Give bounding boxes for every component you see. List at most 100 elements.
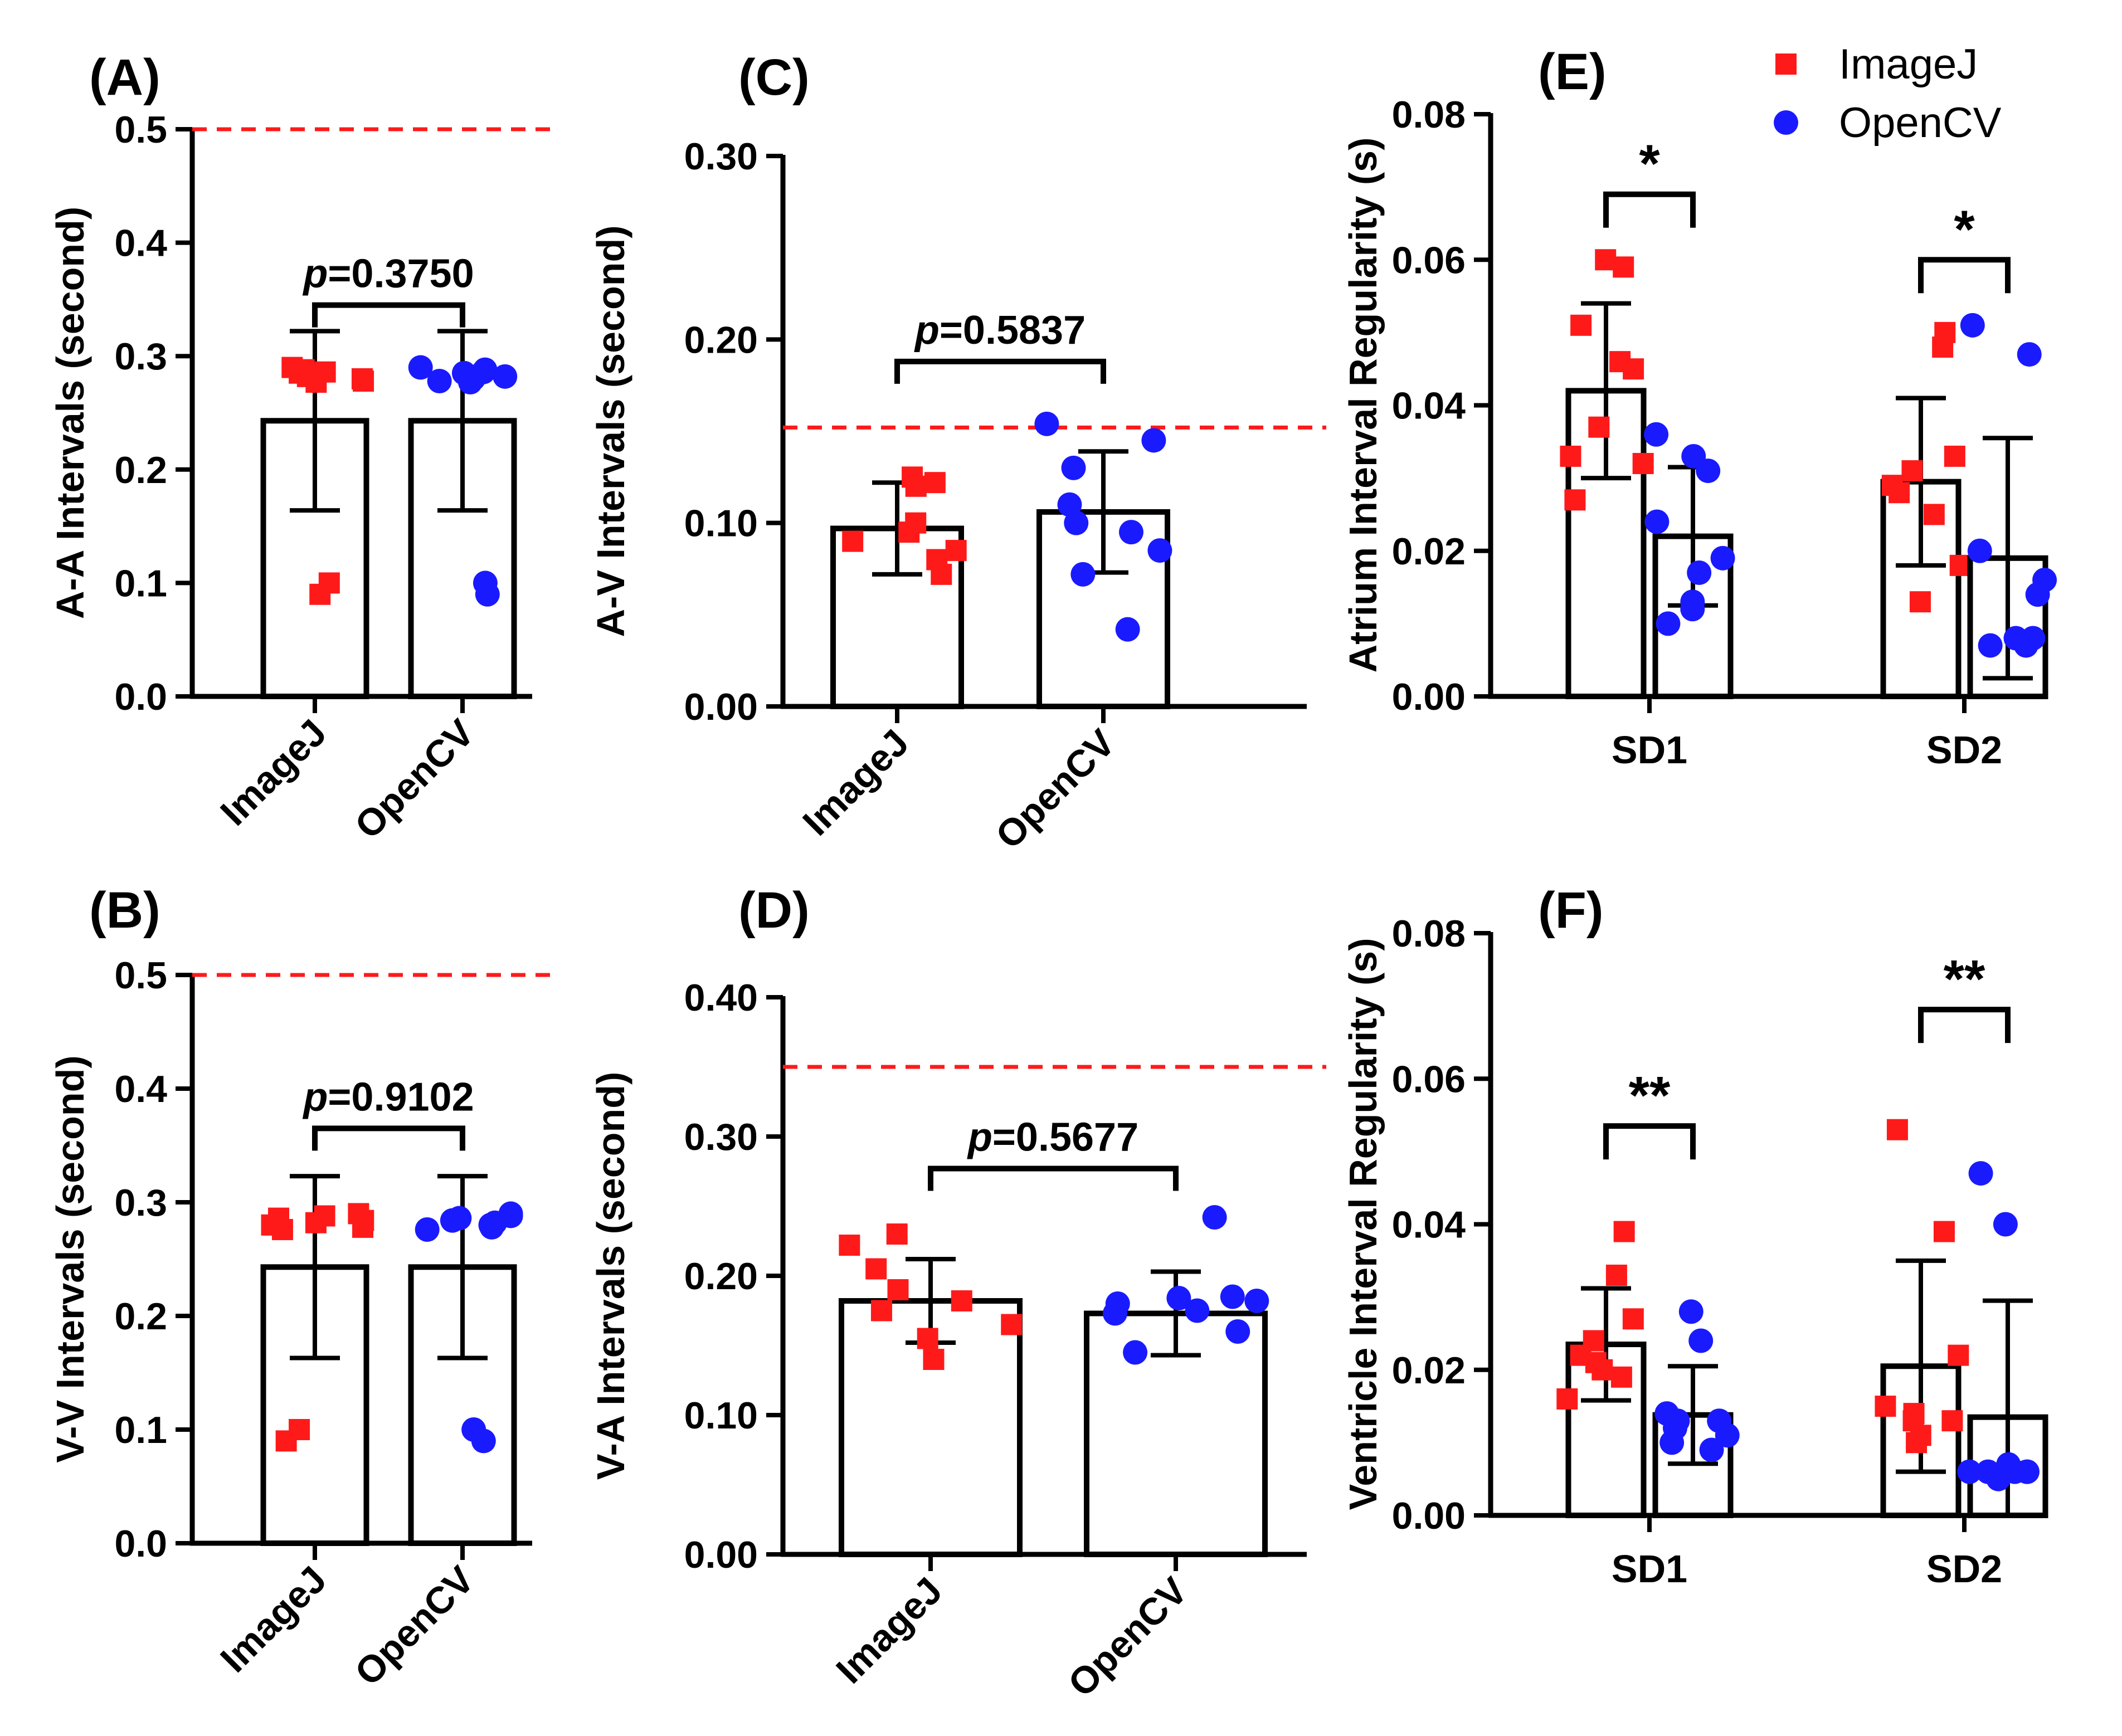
data-point-circle xyxy=(1115,617,1140,642)
x-tick-label: ImageJ xyxy=(828,1569,950,1691)
y-tick-label: 0.08 xyxy=(1392,913,1466,955)
p-value: =0.5837 xyxy=(940,308,1086,353)
data-point-square xyxy=(305,1212,327,1233)
legend: ImageJ OpenCV xyxy=(1774,41,2002,147)
data-point-square xyxy=(1875,1396,1896,1417)
data-point-circle xyxy=(1123,1340,1148,1365)
y-axis-title: Ventricle Interval Regularity (s) xyxy=(1341,938,1385,1510)
data-point-circle xyxy=(1659,1430,1685,1455)
x-tick-label: ImageJ xyxy=(212,1558,334,1680)
data-point-circle xyxy=(440,1208,465,1233)
x-tick-label: OpenCV xyxy=(347,711,482,847)
data-point-square xyxy=(271,1218,293,1240)
panel-label: (B) xyxy=(89,882,160,939)
significance-bracket xyxy=(1603,191,1696,228)
data-point-square xyxy=(353,370,374,392)
data-point-circle xyxy=(1715,1423,1740,1448)
data-point-circle xyxy=(458,370,483,395)
p-value: =0.3750 xyxy=(328,252,474,296)
data-point-square xyxy=(1613,1221,1635,1242)
y-tick-label: 0.20 xyxy=(684,319,758,361)
data-point-square xyxy=(1923,504,1945,525)
y-tick-label: 0.0 xyxy=(114,1523,167,1565)
data-point-square xyxy=(1613,256,1634,278)
y-tick-label: 0.0 xyxy=(114,676,167,718)
y-axis-title: V-V Intervals (second) xyxy=(48,1055,92,1462)
data-point-square xyxy=(305,372,327,393)
x-tick-label: OpenCV xyxy=(987,721,1123,857)
significance-bracket xyxy=(1918,1007,2011,1043)
x-tick-label: SD2 xyxy=(1926,728,2002,772)
data-point-square xyxy=(1592,1359,1613,1381)
data-point-square xyxy=(1632,453,1654,474)
data-point-square xyxy=(870,1300,892,1321)
data-point-square xyxy=(886,1223,908,1245)
data-point-circle xyxy=(1070,562,1096,587)
data-point-square xyxy=(352,1216,374,1238)
data-point-circle xyxy=(1993,1212,2018,1237)
y-tick-label: 0.10 xyxy=(684,503,758,545)
data-point-square xyxy=(865,1258,887,1280)
data-point-circle xyxy=(1034,411,1059,436)
data-point-square xyxy=(1623,358,1644,380)
data-point-circle xyxy=(2025,582,2050,607)
data-point-circle xyxy=(1696,459,1721,484)
data-point-square xyxy=(1564,489,1586,511)
panel-b: (B) 0.0 0.1 0.2 0.3 0.4 0.5 V-V Intervals (seco… xyxy=(48,882,552,1694)
y-axis-title: Atrium Interval Regularity (s) xyxy=(1341,138,1385,673)
x-tick-label: SD2 xyxy=(1926,1547,2002,1591)
data-point-circle xyxy=(2013,633,2038,658)
data-point-square xyxy=(1944,445,1965,467)
data-point-circle xyxy=(1656,611,1681,636)
data-point-circle xyxy=(473,570,498,596)
data-point-square xyxy=(318,572,340,594)
y-tick-label: 0.04 xyxy=(1392,385,1466,427)
data-point-circle xyxy=(1185,1298,1210,1323)
data-point-circle xyxy=(1957,1459,1982,1484)
data-point-circle xyxy=(1244,1289,1269,1313)
p-value: =0.9102 xyxy=(328,1075,474,1119)
y-axis-title: V-A Intervals (second) xyxy=(589,1072,632,1480)
y-axis-title: A-A Intervals (second) xyxy=(48,207,92,619)
y-tick-label: 0.06 xyxy=(1392,1058,1466,1100)
x-tick-label: ImageJ xyxy=(795,721,917,843)
data-point-square xyxy=(1556,1388,1578,1410)
p-value-label: p=0.9102 xyxy=(302,1075,474,1119)
data-point-square xyxy=(917,1328,938,1349)
p-symbol: p xyxy=(302,1075,328,1119)
panel-a: (A) 0.0 0.1 0.2 0.3 0.4 0.5 A-A Intervals (seco… xyxy=(48,49,552,847)
data-point-circle xyxy=(479,1215,504,1240)
panel-label: (F) xyxy=(1538,882,1603,939)
panel-label: (C) xyxy=(738,49,810,106)
data-point-square xyxy=(905,475,927,497)
legend-label: OpenCV xyxy=(1839,99,2002,147)
significance-bracket xyxy=(312,1125,465,1151)
legend-label: ImageJ xyxy=(1839,41,1978,88)
data-point-square xyxy=(951,1290,972,1311)
y-tick-label: 0.5 xyxy=(114,109,167,151)
y-tick-label: 0.10 xyxy=(684,1394,758,1437)
data-point-square xyxy=(887,1279,909,1300)
panel-label: (E) xyxy=(1538,43,1607,100)
x-tick-label: SD1 xyxy=(1612,728,1687,772)
significance-bracket xyxy=(1603,1123,1696,1160)
y-tick-label: 0.4 xyxy=(114,222,167,265)
y-tick-label: 0.2 xyxy=(114,449,167,491)
significance-bracket xyxy=(1918,257,2011,294)
data-point-square xyxy=(1932,337,1954,358)
panel-d: (D) 0.00 0.10 0.20 0.30 0.40 V-A Intervals (se… xyxy=(589,882,1326,1705)
significance-bracket xyxy=(928,1166,1179,1191)
y-tick-label: 0.3 xyxy=(114,1182,167,1224)
data-point-square xyxy=(1886,1119,1908,1140)
data-point-circle xyxy=(1061,455,1086,480)
data-point-circle xyxy=(1220,1284,1245,1309)
y-tick-label: 0.20 xyxy=(684,1255,758,1298)
y-tick-label: 0.4 xyxy=(114,1068,167,1110)
y-tick-label: 0.3 xyxy=(114,335,167,378)
data-point-square xyxy=(289,1419,310,1440)
significance-label: * xyxy=(1639,134,1660,194)
y-tick-label: 0.30 xyxy=(684,135,758,178)
p-symbol: p xyxy=(967,1115,992,1160)
